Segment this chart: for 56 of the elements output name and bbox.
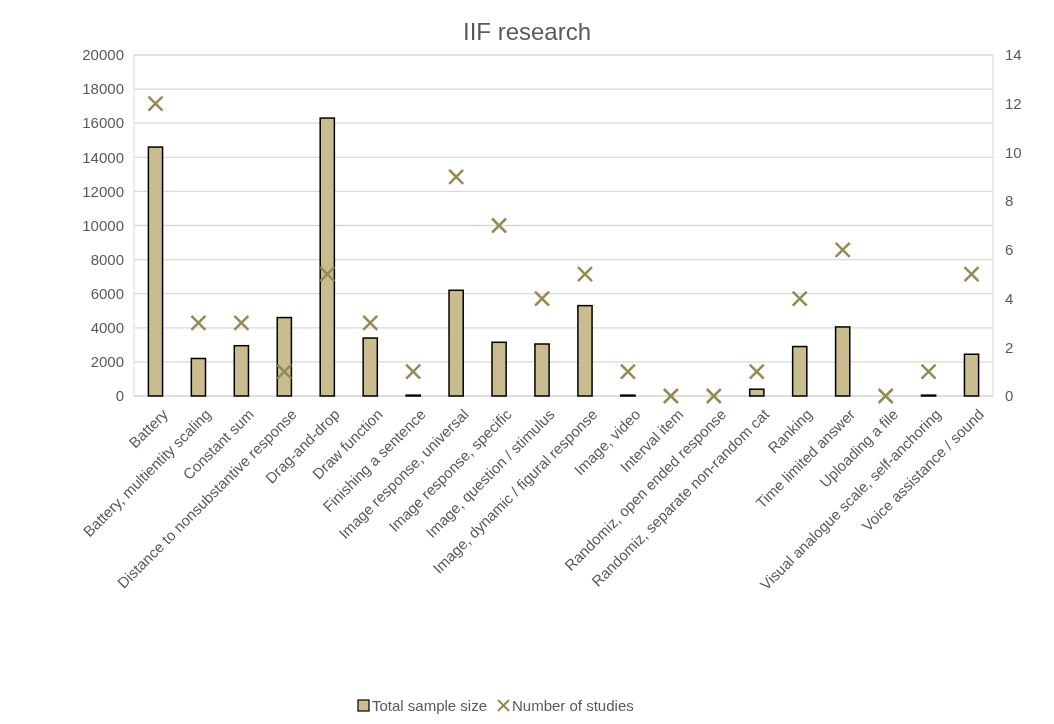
y2-tick-label: 10 [1005,143,1022,161]
point [834,241,851,259]
point [791,290,808,307]
y-tick-label: 4000 [90,319,124,337]
point [748,363,766,380]
legend-label: Total sample size [372,697,488,715]
point [920,363,937,380]
bar [491,341,507,397]
point [319,265,336,283]
bar [276,316,293,397]
bar [577,304,593,397]
point [147,95,164,112]
bar [834,326,851,397]
y2-tick-label: 8 [1005,192,1014,210]
chart-title: IIF research [462,18,592,45]
point [576,265,594,283]
point [619,363,637,380]
bar [190,357,207,397]
bar [147,146,164,397]
point [705,387,723,405]
y2-tick-label: 14 [1005,46,1022,64]
point [361,314,379,332]
bar [448,289,464,397]
y-tick-label: 20000 [82,46,124,64]
y-tick-label: 2000 [90,353,124,371]
point [233,314,250,332]
y-tick-label: 6000 [90,284,124,302]
point [963,265,980,283]
bar [319,117,336,397]
y2-tick-label: 0 [1005,387,1014,405]
y-tick-label: 0 [115,387,124,405]
point [404,363,422,380]
point [276,363,293,380]
point [662,387,680,405]
bar [748,388,765,397]
y-tick-label: 12000 [82,182,124,200]
bar [791,345,808,397]
bar [233,344,250,397]
y-tick-label: 8000 [90,250,124,268]
bar [534,343,550,397]
point [533,290,551,307]
y-tick-label: 16000 [82,114,124,132]
legend-label: Number of studies [512,697,634,715]
y2-tick-label: 4 [1005,289,1014,307]
y2-tick-label: 6 [1005,241,1014,259]
bar [362,337,379,397]
y-tick-label: 14000 [82,148,124,166]
y-tick-label: 10000 [82,216,124,234]
bar [963,353,980,397]
point [190,314,207,332]
point [877,387,894,405]
y2-tick-label: 2 [1005,338,1014,356]
point [490,217,508,234]
y-tick-label: 18000 [82,80,124,98]
y2-tick-label: 12 [1005,94,1022,112]
point [447,168,465,186]
